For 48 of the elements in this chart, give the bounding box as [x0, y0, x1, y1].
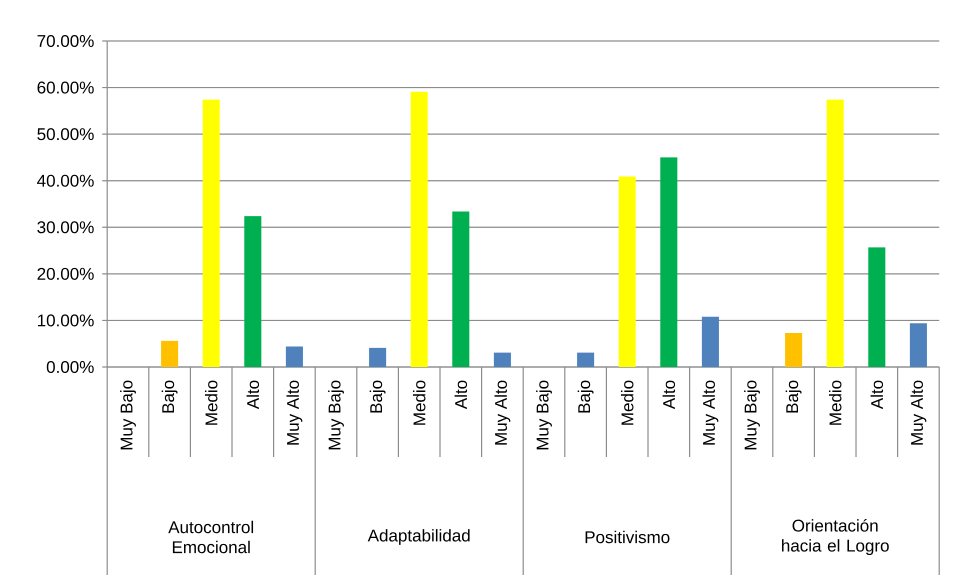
x-tick-label: Alto	[870, 380, 884, 410]
x-tick-label: Alto	[662, 380, 676, 410]
bar	[452, 211, 470, 367]
bar	[202, 100, 220, 367]
x-tick-label: Medio	[412, 380, 426, 425]
x-tick-label: Bajo	[578, 380, 594, 412]
x-tick-label: Muy Bajo	[744, 380, 760, 450]
x-tick-label: Bajo	[786, 380, 802, 412]
x-tick-label: Muy Bajo	[120, 380, 136, 450]
x-tick-label: Muy Alto	[910, 380, 926, 445]
x-tick-label: Muy Bajo	[328, 380, 344, 450]
text: Adaptabilidad	[368, 529, 470, 545]
bar	[826, 100, 844, 367]
bar	[494, 352, 511, 367]
y-tick-label: 40.00%	[37, 174, 94, 187]
x-tick-label: Medio	[620, 380, 634, 425]
y-tick-label: 30.00%	[37, 221, 94, 234]
y-tick-label: 0.00%	[46, 360, 94, 374]
text: Autocontrol Emocional	[168, 520, 254, 554]
x-tick-label: Bajo	[370, 380, 386, 412]
x-tick-label: Medio	[204, 380, 218, 425]
y-tick-label: 10.00%	[38, 314, 94, 326]
bar	[161, 340, 178, 367]
bar	[286, 346, 303, 367]
y-tick-label: 60.00%	[38, 82, 94, 94]
x-tick-label: Muy Alto	[494, 380, 510, 445]
bar	[702, 316, 719, 367]
bar	[910, 323, 927, 367]
text: Orientación hacia el Logro	[782, 518, 889, 556]
bar	[410, 92, 428, 367]
x-tick-label: Bajo	[162, 380, 178, 412]
y-tick-label: 50.00%	[37, 128, 94, 140]
x-tick-label: Muy Bajo	[536, 380, 552, 450]
y-tick-label: 70.00%	[38, 34, 94, 48]
bar	[577, 352, 594, 367]
x-tick-label: Muy Alto	[286, 380, 302, 445]
x-tick-label: Alto	[454, 380, 468, 410]
bar	[660, 157, 678, 367]
bar	[868, 247, 886, 367]
x-tick-label: Muy Alto	[702, 380, 718, 445]
text: Positivismo	[586, 530, 670, 544]
bar	[785, 333, 802, 367]
x-tick-label: Medio	[828, 380, 842, 425]
bar	[244, 216, 262, 367]
x-tick-label: Alto	[246, 380, 260, 410]
y-tick-label: 20.00%	[38, 268, 94, 280]
bar	[618, 176, 636, 367]
bar	[369, 348, 386, 367]
